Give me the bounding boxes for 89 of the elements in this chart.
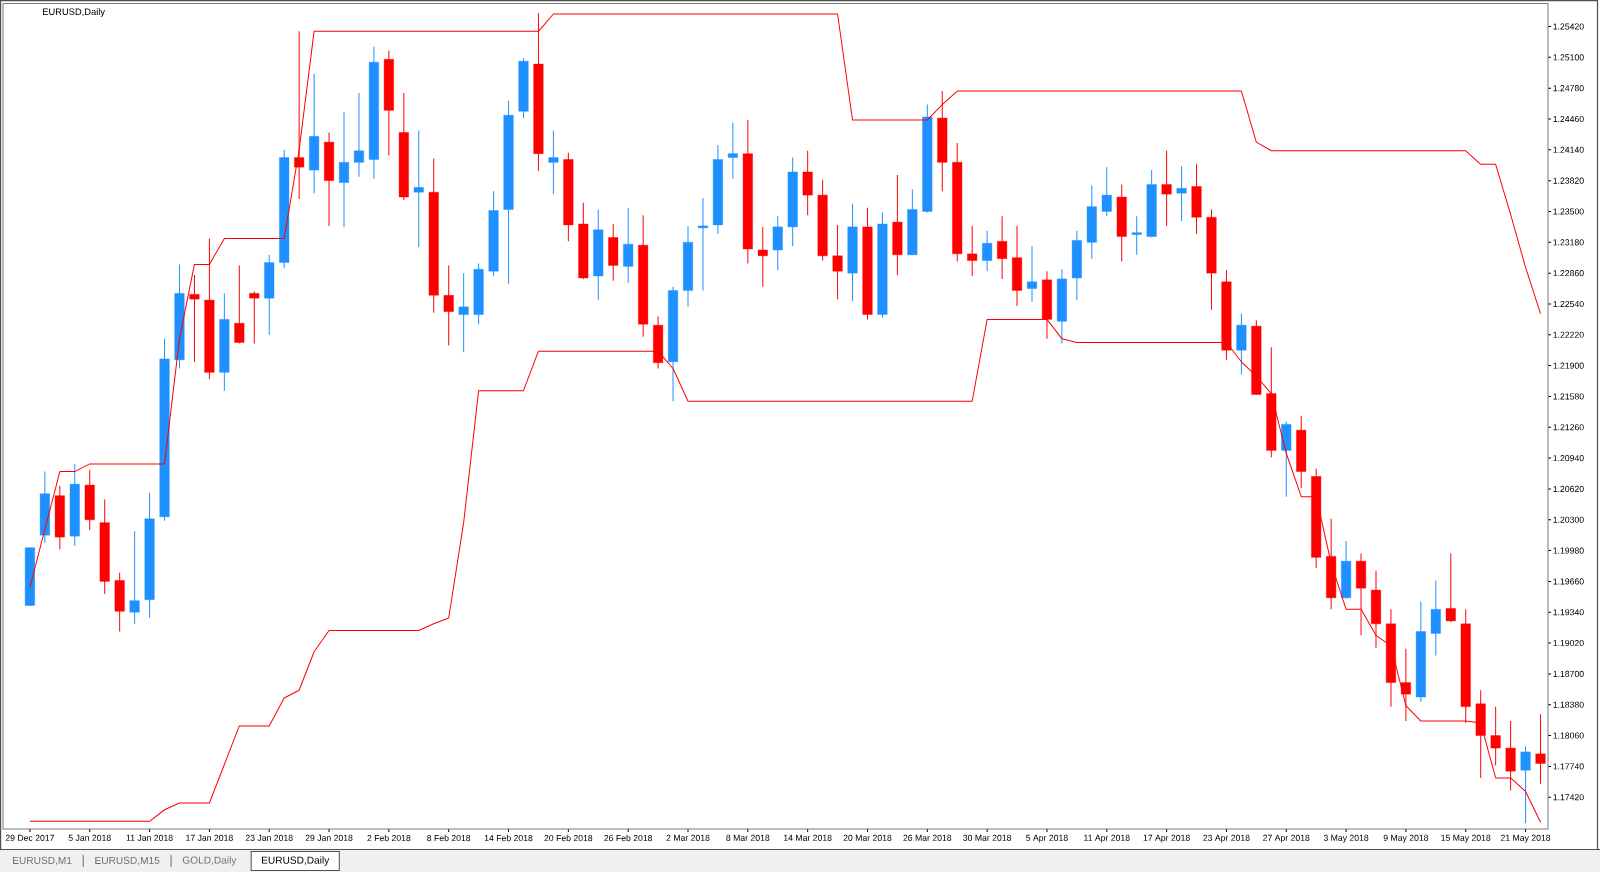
x-tick-label: 8 Feb 2018 (427, 834, 471, 842)
y-tick-label: 1.23180 (1553, 239, 1584, 246)
candlestick (1176, 165, 1187, 222)
x-tick-label: 3 May 2018 (1323, 834, 1369, 843)
y-tick-label: 1.22540 (1553, 300, 1584, 308)
y-tick-label: 1.19660 (1553, 578, 1584, 585)
candlestick (413, 130, 424, 248)
y-tick-label: 1.23820 (1553, 177, 1584, 184)
candlestick (982, 230, 993, 272)
x-tick-label: 17 Jan 2018 (186, 834, 233, 841)
y-tick-label: 1.24780 (1553, 85, 1584, 92)
y-tick-label: 1.17420 (1553, 794, 1584, 801)
x-tick-label: 21 May 2018 (1500, 834, 1551, 843)
y-tick-label: 1.17740 (1553, 763, 1584, 770)
x-tick-label: 29 Jan 2018 (305, 834, 353, 841)
candlestick (1101, 166, 1112, 217)
x-tick-label: 8 Mar 2018 (726, 834, 770, 841)
x-tick-label: 5 Jan 2018 (68, 834, 111, 841)
candlestick (1535, 713, 1546, 785)
candlestick (249, 290, 260, 344)
candlestick (1400, 648, 1411, 722)
x-tick-label: 23 Jan 2018 (245, 834, 293, 841)
chart-title: EURUSD,Daily (43, 8, 105, 17)
candlestick (1520, 745, 1531, 824)
y-tick-label: 1.20620 (1553, 485, 1584, 492)
y-tick-label: 1.18700 (1553, 670, 1584, 677)
candlestick (727, 122, 738, 180)
candlestick (129, 530, 140, 625)
candlestick (802, 150, 813, 216)
x-tick-label: 9 May 2018 (1383, 834, 1429, 843)
y-tick-label: 1.25420 (1553, 23, 1584, 30)
text: EURUSD,M1 (13, 856, 72, 866)
x-tick-label: 17 Apr 2018 (1143, 834, 1190, 843)
x-tick-label: 27 Apr 2018 (1263, 834, 1310, 843)
x-tick-label: 15 May 2018 (1441, 834, 1491, 843)
x-tick-label: 2 Mar 2018 (666, 834, 710, 841)
y-tick-label: 1.24460 (1553, 115, 1584, 123)
x-tick-label: 23 Apr 2018 (1203, 834, 1250, 843)
y-tick-label: 1.19340 (1553, 609, 1584, 616)
candlestick (234, 264, 245, 344)
x-tick-label: 11 Jan 2018 (126, 834, 173, 841)
candlestick (997, 215, 1008, 280)
candlestick (548, 130, 559, 195)
x-tick-label: 26 Feb 2018 (604, 834, 653, 842)
candlestick (1027, 245, 1037, 303)
y-tick-label: 1.21900 (1553, 362, 1584, 369)
x-tick-label: 14 Mar 2018 (783, 834, 832, 841)
y-tick-label: 1.20940 (1553, 455, 1584, 462)
candlestick (967, 225, 978, 277)
x-tick-label: 26 Mar 2018 (903, 834, 952, 841)
candlestick (1445, 552, 1456, 623)
y-tick-label: 1.21580 (1553, 393, 1584, 400)
candlestick (1161, 150, 1172, 227)
candlestick (832, 224, 843, 300)
y-tick-label: 1.19980 (1553, 547, 1584, 554)
x-tick-label: 29 Dec 2017 (5, 834, 55, 841)
candlestick (339, 111, 349, 228)
y-tick-label: 1.18060 (1553, 732, 1584, 739)
candlestick (1490, 706, 1501, 766)
candlestick (353, 92, 364, 178)
x-tick-label: 14 Feb 2018 (484, 834, 533, 842)
y-tick-label: 1.20300 (1553, 516, 1584, 523)
candlestick (294, 30, 305, 200)
candlestick (189, 274, 200, 363)
x-tick-label: 30 Mar 2018 (963, 834, 1012, 841)
y-tick-label: 1.22220 (1553, 331, 1584, 338)
candlestick (697, 197, 708, 291)
x-tick-label: 11 Apr 2018 (1084, 834, 1130, 843)
text: EURUSD,M15 (95, 856, 160, 866)
candlestick (1131, 215, 1142, 256)
y-tick-label: 1.21260 (1553, 424, 1584, 431)
y-tick-label: 1.24140 (1553, 146, 1584, 153)
candlestick (443, 264, 454, 346)
x-tick-label: 20 Feb 2018 (544, 834, 593, 842)
candlestick (1505, 720, 1516, 791)
y-tick-label: 1.19020 (1553, 640, 1584, 647)
candlestick (757, 226, 768, 288)
x-tick-label: 5 Apr 2018 (1026, 834, 1068, 843)
text: GOLD,Daily (182, 856, 237, 866)
candlestick (458, 272, 469, 353)
candlestick (623, 207, 634, 284)
y-tick-label: 1.18380 (1553, 701, 1584, 708)
text: EURUSD,Daily (262, 856, 330, 866)
x-tick-label: 20 Mar 2018 (843, 834, 892, 841)
y-tick-label: 1.25100 (1553, 54, 1584, 61)
y-tick-label: 1.22860 (1553, 270, 1584, 277)
y-tick-label: 1.23500 (1553, 208, 1584, 215)
x-tick-label: 2 Feb 2018 (367, 834, 411, 842)
candlestick (772, 215, 783, 271)
